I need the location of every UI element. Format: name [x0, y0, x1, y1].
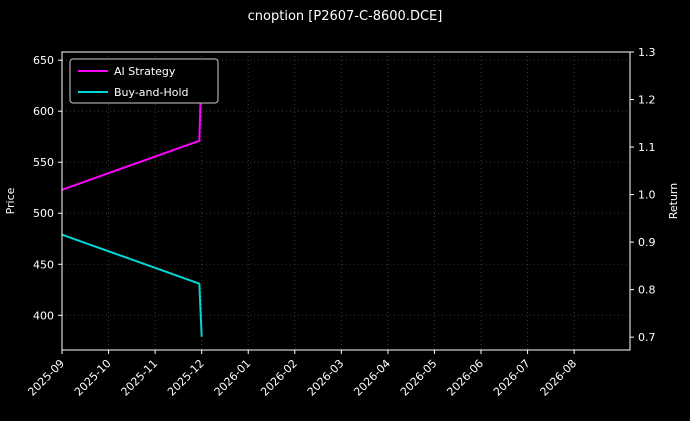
y-tick-label-right: 1.2	[638, 94, 656, 107]
right-axis-label: Return	[667, 183, 680, 220]
x-tick-label: 2026-04	[351, 357, 393, 399]
series-line-buy-and-hold	[61, 233, 203, 337]
x-tick-label: 2026-02	[258, 357, 300, 399]
y-tick-label-left: 650	[33, 54, 54, 67]
legend-label-buy-and-hold: Buy-and-Hold	[114, 86, 189, 99]
x-tick-label: 2025-11	[119, 357, 161, 399]
x-tick-label: 2025-10	[72, 357, 114, 399]
chart-title: cnoption [P2607-C-8600.DCE]	[247, 9, 443, 24]
x-tick-label: 2026-01	[212, 357, 254, 399]
legend-label-ai-strategy: AI Strategy	[114, 65, 176, 78]
y-tick-label-left: 450	[33, 258, 54, 271]
y-tick-label-left: 500	[33, 207, 54, 220]
x-tick-label: 2026-08	[538, 357, 580, 399]
y-tick-label-right: 1.0	[638, 189, 656, 202]
plot-border	[61, 51, 631, 351]
x-tick-label: 2025-12	[165, 357, 207, 399]
y-tick-label-right: 1.1	[638, 141, 656, 154]
y-tick-label-left: 550	[33, 156, 54, 169]
y-tick-label-right: 1.3	[638, 46, 656, 59]
y-tick-label-right: 0.7	[638, 331, 656, 344]
left-axis-label: Price	[4, 187, 17, 214]
x-tick-label: 2026-06	[444, 357, 486, 399]
y-tick-label-right: 0.8	[638, 284, 656, 297]
y-tick-label-left: 600	[33, 105, 54, 118]
x-tick-label: 2026-05	[398, 357, 440, 399]
x-tick-label: 2026-03	[305, 357, 347, 399]
x-tick-label: 2026-07	[491, 357, 533, 399]
x-tick-label: 2025-09	[25, 357, 67, 399]
y-tick-label-left: 400	[33, 309, 54, 322]
y-tick-label-right: 0.9	[638, 236, 656, 249]
